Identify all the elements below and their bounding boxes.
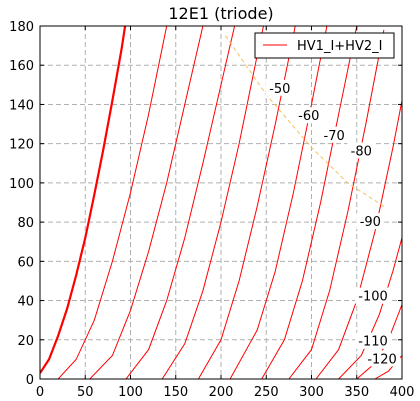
- legend-entry: HV1_I+HV2_I: [297, 39, 382, 54]
- y-tick-label: 140: [9, 98, 34, 113]
- x-tick-label: 200: [209, 385, 234, 400]
- curve-label: -80: [351, 145, 372, 160]
- legend: HV1_I+HV2_I: [254, 32, 395, 59]
- y-tick-label: 180: [9, 20, 34, 35]
- curve-label: -50: [269, 82, 290, 97]
- y-tick-label: 40: [17, 295, 34, 310]
- curve-label-bg: [355, 287, 392, 304]
- curve-label: -70: [324, 129, 345, 144]
- series-curve-7: [261, 26, 358, 379]
- curve-label-bg: [294, 107, 323, 124]
- x-tick-label: 400: [390, 385, 415, 400]
- series-curve-10: [338, 237, 402, 379]
- y-tick-label: 20: [17, 334, 34, 349]
- curve-label-bg: [356, 213, 385, 230]
- y-tick-label: 60: [17, 255, 34, 270]
- curve-label: -60: [298, 109, 319, 124]
- curve-label: -120: [367, 352, 397, 367]
- series-curve-1: [57, 26, 168, 379]
- axis-ticks: 0 50 100 150 200 250 300 350 400 0 20 40 60 80 100 120 1…: [9, 20, 414, 400]
- series-curve-4: [161, 26, 264, 379]
- x-tick-label: 300: [299, 385, 324, 400]
- load-line: [225, 35, 385, 207]
- series-curve-0: [40, 26, 127, 374]
- curve-label: -90: [360, 215, 381, 230]
- chart-title: 12E1 (triode): [168, 4, 273, 23]
- curve-label-bg: [320, 126, 349, 143]
- load-line-group: [225, 35, 385, 207]
- series-curve-9: [315, 100, 402, 379]
- curve-label-bg: [355, 332, 392, 349]
- x-tick-label: 150: [163, 385, 188, 400]
- curve-label: -110: [358, 335, 388, 350]
- y-tick-label: 120: [9, 138, 34, 153]
- x-tick-label: 350: [344, 385, 369, 400]
- curve-label-bg: [265, 79, 294, 96]
- x-tick-label: 100: [118, 385, 143, 400]
- series-curve-3: [125, 26, 236, 379]
- y-tick-label: 160: [9, 59, 34, 74]
- curve-label: -100: [358, 290, 388, 305]
- curve-labels: -50 -60 -70 -80 -90 -100 -110 -120: [265, 79, 401, 367]
- y-tick-label: 80: [17, 216, 34, 231]
- series-curve-8: [288, 29, 385, 379]
- curve-label-bg: [364, 350, 401, 367]
- curve-label-bg: [347, 142, 376, 159]
- series-curve-2: [89, 26, 204, 379]
- series-curve-6: [229, 26, 328, 379]
- x-tick-label: 50: [77, 385, 94, 400]
- series-curve-5: [197, 26, 296, 379]
- x-tick-label: 250: [254, 385, 279, 400]
- y-tick-label: 100: [9, 177, 34, 192]
- y-tick-label: 0: [26, 373, 34, 388]
- x-tick-label: 0: [36, 385, 44, 400]
